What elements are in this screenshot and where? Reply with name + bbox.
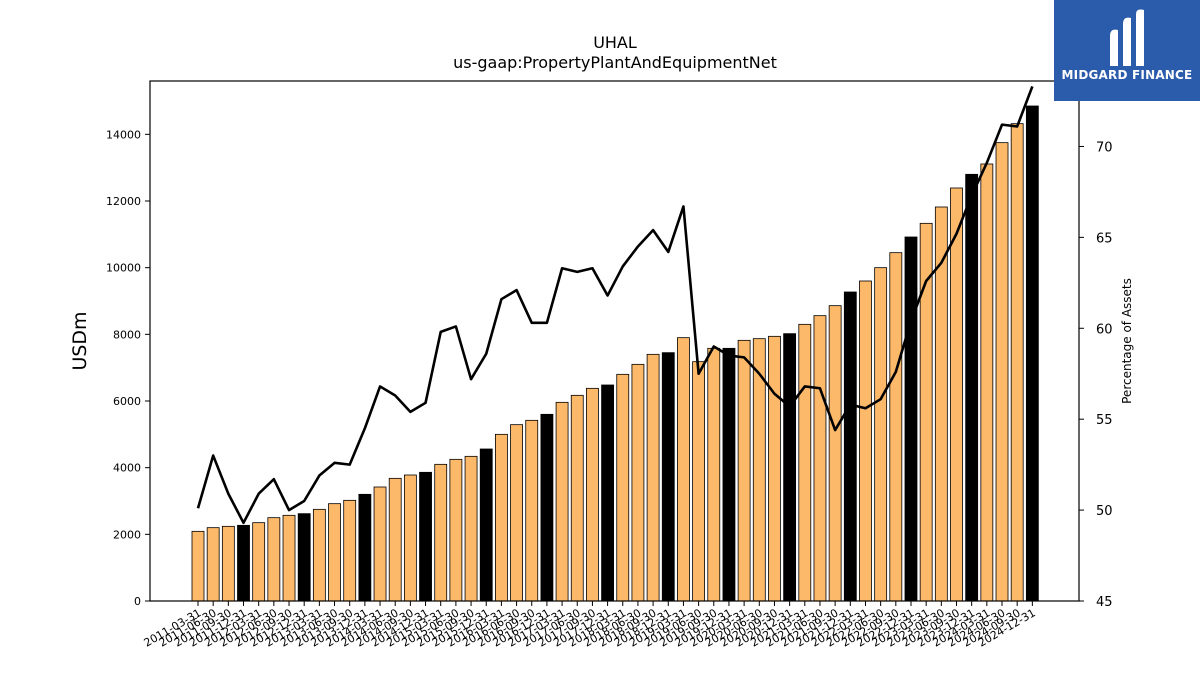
bar xyxy=(555,401,569,602)
bar xyxy=(707,347,721,602)
bar xyxy=(191,530,205,602)
bar xyxy=(1025,105,1039,602)
bar xyxy=(768,335,781,602)
bar xyxy=(419,471,432,602)
bar xyxy=(859,280,872,602)
chart-title: UHAL xyxy=(593,33,637,52)
bar xyxy=(783,333,797,602)
bar xyxy=(328,503,341,602)
bar xyxy=(525,419,539,602)
bar xyxy=(267,517,281,602)
x-axis: 2011-03-312011-06-302011-09-302011-12-31… xyxy=(142,601,1038,650)
y-tick-label: 12000 xyxy=(106,195,141,208)
bar xyxy=(510,424,523,602)
bar xyxy=(1010,123,1024,602)
y-tick-label: 14000 xyxy=(106,128,141,141)
bar-series xyxy=(191,105,1039,602)
bar xyxy=(540,413,554,602)
bar xyxy=(479,448,493,602)
bar xyxy=(828,305,842,602)
y-tick-label: 2000 xyxy=(113,528,141,541)
y-tick-label: 10000 xyxy=(106,262,141,275)
percentage-line xyxy=(196,85,1034,525)
y2-tick-label: 50 xyxy=(1096,504,1113,519)
bar xyxy=(358,493,372,602)
bar xyxy=(388,477,402,602)
bar xyxy=(343,499,357,602)
bar xyxy=(373,486,387,602)
bar xyxy=(403,474,417,602)
bar xyxy=(206,527,220,602)
bar xyxy=(221,525,235,602)
line-series xyxy=(196,85,1034,525)
bar xyxy=(646,353,660,602)
bar xyxy=(677,337,690,602)
bar xyxy=(965,173,979,602)
bar xyxy=(570,394,584,602)
bar xyxy=(950,187,963,602)
bar xyxy=(737,339,751,602)
bar xyxy=(889,252,903,602)
bar xyxy=(282,514,296,602)
y-axis-label: USDm xyxy=(69,311,91,370)
y2-tick-label: 70 xyxy=(1096,140,1113,155)
bar xyxy=(692,361,706,602)
bar xyxy=(798,323,812,602)
bar xyxy=(813,315,827,602)
y-tick-label: 8000 xyxy=(113,328,141,341)
bar xyxy=(616,373,630,602)
y2-tick-label: 45 xyxy=(1096,595,1113,610)
y-axis-right: 45 50 55 60 65 70 xyxy=(1079,140,1113,610)
bar xyxy=(843,291,857,602)
y2-tick-label: 65 xyxy=(1096,231,1113,246)
bar xyxy=(464,455,478,602)
y-tick-label: 0 xyxy=(134,595,141,608)
bar xyxy=(874,267,888,602)
y2-tick-label: 55 xyxy=(1096,413,1113,428)
y-tick-label: 4000 xyxy=(113,462,141,475)
bar xyxy=(237,524,250,602)
bar xyxy=(434,463,448,602)
y2-tick-label: 60 xyxy=(1096,322,1113,337)
bar xyxy=(980,163,994,602)
logo-text: MIDGARD FINANCE xyxy=(1061,68,1193,82)
bar xyxy=(586,387,599,602)
bar xyxy=(449,458,463,602)
bar xyxy=(661,352,675,602)
bar xyxy=(494,433,508,602)
bar xyxy=(312,508,326,602)
y2-axis-label: Percentage of Assets xyxy=(1120,278,1134,404)
bar xyxy=(995,142,1009,602)
bar xyxy=(252,522,266,602)
bar xyxy=(601,384,614,602)
y-tick-label: 6000 xyxy=(113,395,141,408)
bar xyxy=(722,347,736,602)
bar xyxy=(904,236,918,602)
bar xyxy=(297,513,311,602)
chart-subtitle: us-gaap:PropertyPlantAndEquipmentNet xyxy=(453,53,777,72)
bar xyxy=(631,363,645,602)
plot-frame xyxy=(149,80,1080,602)
brand-logo: MIDGARD FINANCE xyxy=(1054,0,1200,101)
y-axis-left: 0 2000 4000 6000 8000 10000 12000 14000 xyxy=(106,128,150,608)
logo-mark-icon xyxy=(1110,9,1144,66)
